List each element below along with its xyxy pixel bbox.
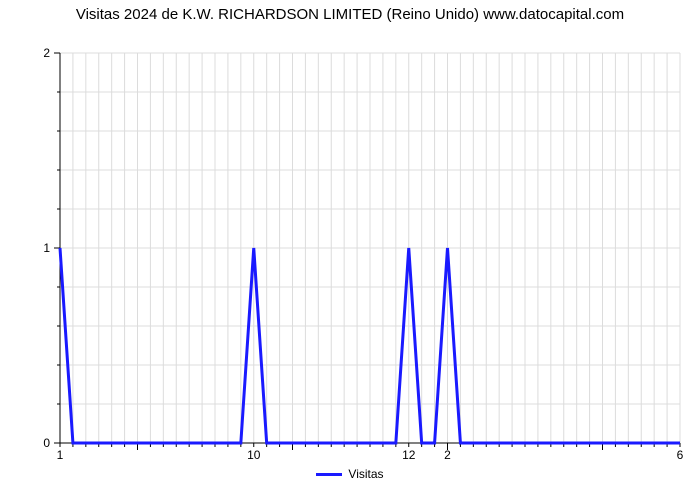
svg-text:1: 1	[57, 448, 64, 462]
chart-title: Visitas 2024 de K.W. RICHARDSON LIMITED …	[0, 0, 700, 23]
svg-text:0: 0	[43, 436, 50, 450]
svg-text:2: 2	[444, 448, 451, 462]
svg-text:12: 12	[402, 448, 416, 462]
legend-label: Visitas	[348, 467, 383, 481]
svg-text:1: 1	[43, 241, 50, 255]
legend-swatch-visitas	[316, 473, 342, 476]
svg-text:6: 6	[677, 448, 684, 462]
line-chart: 01220212022202320241101226	[0, 23, 700, 463]
svg-text:2: 2	[43, 46, 50, 60]
chart-legend: Visitas	[0, 463, 700, 481]
svg-text:10: 10	[247, 448, 261, 462]
